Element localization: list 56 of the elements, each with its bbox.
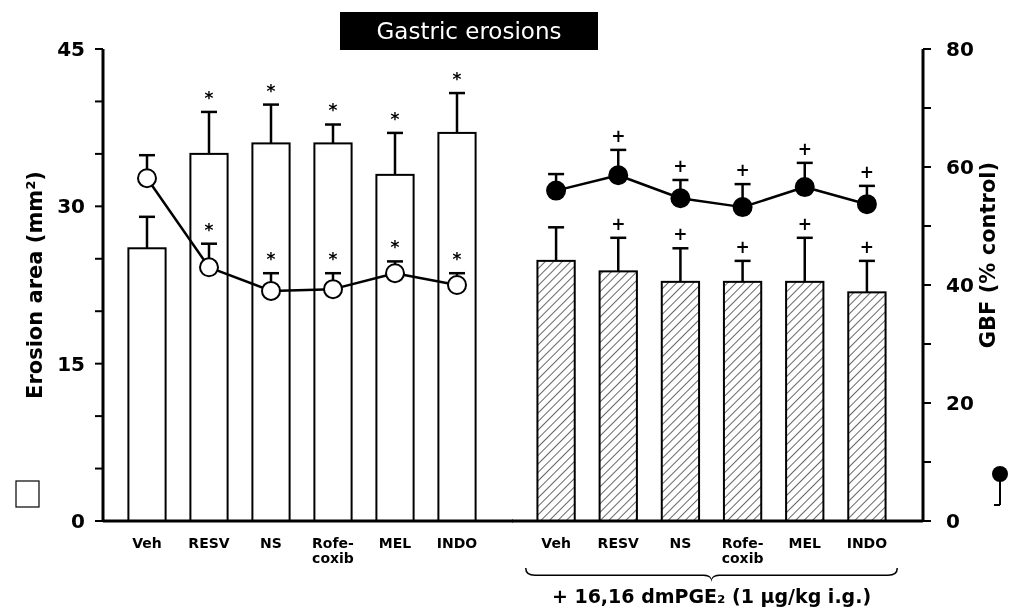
annotation: + [673,224,688,245]
point [385,263,405,284]
y-tick-label: 30 [57,194,85,219]
point [546,180,567,201]
annotation: + [735,160,750,181]
annotation: * [390,237,400,258]
annotation: * [452,249,462,270]
annotation: + [797,138,812,159]
annotation: * [328,249,338,270]
x-tick-label: Rofe- coxib [312,535,355,567]
point [670,188,691,209]
annotation: + [673,155,688,176]
point [137,168,157,189]
x-tick-label: MEL [378,535,412,551]
y2-tick-label: 20 [946,391,974,415]
y-tick-label: 0 [71,509,85,533]
annotation: * [328,100,338,121]
x-tick-label: MEL [788,535,822,551]
point [794,177,815,198]
annotation: * [204,87,214,108]
x-tick-label: Rofe- coxib [721,535,764,567]
annotation: + [611,213,626,234]
point [199,257,219,278]
y2-tick-label: 60 [946,155,974,179]
y2-axis-title: GBF (% control) [976,161,1000,349]
annotation: * [452,69,462,89]
annotation: * [204,219,214,240]
x-tick-label: Veh [541,535,571,551]
point [608,165,629,186]
annotation: + [735,236,750,257]
y-tick-label: 15 [57,351,85,376]
y2-tick-label: 80 [946,37,974,61]
y2-tick-label: 40 [946,273,974,297]
x-tick-label: NS [260,535,282,551]
point [732,197,753,218]
x-tick-label: NS [669,535,692,551]
x-axis-title: + 16,16 dmPGE₂ (1 μg/kg i.g.) [551,585,872,607]
point [323,279,343,300]
x-tick-label: RESV [188,535,230,551]
annotation: + [797,213,812,234]
annotation: * [390,108,400,129]
x-tick-label: Veh [132,535,162,551]
x-tick-label: INDO [846,535,888,551]
annotation: + [859,236,875,257]
y-axis-title: Erosion area (mm²) [23,171,47,399]
annotation: * [266,80,276,101]
chart-title: Gastric erosions [376,18,562,45]
annotation: * [266,249,276,270]
annotation: + [859,161,875,182]
point [261,280,281,301]
annotation: + [611,125,626,146]
x-tick-label: RESV [597,535,640,551]
y-tick-label: 45 [57,37,85,61]
y2-tick-label: 0 [946,509,960,533]
point [856,194,877,215]
x-tick-label: INDO [436,535,478,551]
